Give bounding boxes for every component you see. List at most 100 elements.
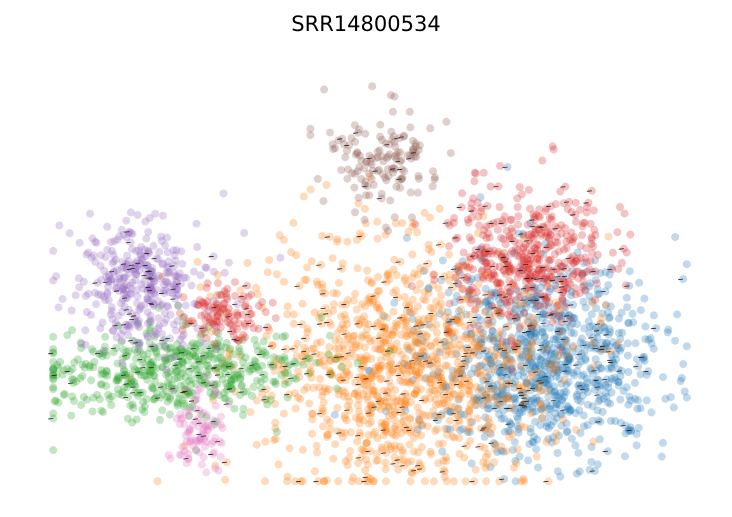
scatter-point-c2 [147, 367, 156, 376]
scatter-point-c2 [179, 402, 188, 411]
scatter-point-c1 [389, 431, 398, 439]
scatter-point-c1 [361, 376, 369, 385]
scatter-point-c1 [481, 452, 490, 461]
scatter-point-c1 [543, 279, 552, 288]
scatter-point-c2 [68, 375, 77, 383]
scatter-point-c0 [539, 278, 547, 287]
scatter-point-c5 [398, 173, 407, 182]
scatter-point-c1 [432, 328, 441, 337]
scatter-point-c7 [217, 290, 226, 299]
velocity-arrow [592, 348, 598, 350]
scatter-point-c2 [63, 331, 72, 340]
scatter-point-c1 [326, 356, 335, 365]
scatter-point-c3 [496, 161, 505, 170]
scatter-point-c3 [563, 205, 572, 214]
scatter-point-c0 [538, 309, 547, 318]
scatter-point-c5 [361, 181, 369, 190]
scatter-point-c1 [225, 346, 234, 355]
scatter-point-c4 [123, 293, 132, 302]
scatter-point-c1 [429, 314, 438, 323]
scatter-point-c3 [525, 275, 534, 284]
scatter-point-c1 [466, 418, 475, 427]
scatter-point-c0 [611, 417, 620, 425]
scatter-point-c1 [333, 235, 342, 244]
scatter-point-c1 [312, 441, 321, 450]
scatter-point-c0 [522, 347, 531, 356]
scatter-point-c0 [557, 379, 566, 388]
velocity-arrow [678, 278, 684, 280]
scatter-point-c0 [500, 427, 509, 436]
scatter-point-c1 [420, 374, 429, 383]
scatter-point-c0 [538, 414, 547, 423]
velocity-arrow [493, 186, 499, 188]
scatter-point-c0 [573, 320, 582, 329]
scatter-point-c1 [410, 390, 419, 399]
velocity-arrow [547, 314, 553, 316]
scatter-point-c1 [293, 393, 302, 402]
scatter-point-c0 [536, 355, 545, 364]
scatter-point-c2 [254, 346, 262, 355]
scatter-point-c2 [227, 381, 236, 390]
scatter-point-c1 [480, 399, 489, 408]
scatter-point-c0 [467, 369, 475, 378]
scatter-point-c3 [544, 255, 553, 264]
scatter-point-c1 [556, 328, 565, 337]
scatter-point-c1 [252, 283, 261, 292]
scatter-point-c1 [379, 386, 388, 395]
scatter-point-c0 [501, 350, 510, 359]
scatter-point-c2 [285, 360, 294, 369]
scatter-point-c1 [345, 454, 354, 463]
scatter-point-c4 [172, 276, 181, 285]
scatter-point-c1 [515, 381, 524, 390]
scatter-point-c1 [294, 367, 303, 376]
scatter-point-c3 [521, 240, 530, 249]
velocity-arrow [600, 291, 606, 293]
scatter-point-c1 [403, 377, 412, 386]
scatter-point-c0 [565, 405, 574, 414]
scatter-point-c4 [134, 316, 143, 325]
scatter-point-c3 [537, 229, 546, 238]
scatter-point-c1 [440, 398, 449, 407]
scatter-point-c0 [455, 306, 463, 315]
velocity-arrow [528, 299, 534, 301]
scatter-point-c0 [544, 380, 553, 389]
velocity-arrow [518, 392, 524, 394]
scatter-point-c1 [412, 429, 421, 438]
scatter-point-c7 [218, 304, 227, 313]
scatter-point-c1 [377, 374, 386, 383]
scatter-point-c4 [144, 296, 153, 304]
scatter-point-c2 [180, 380, 189, 389]
scatter-point-c4 [161, 241, 170, 250]
velocity-arrow [481, 350, 487, 352]
scatter-point-c1 [267, 391, 276, 400]
scatter-point-c0 [593, 460, 602, 469]
scatter-point-c4 [84, 248, 93, 257]
scatter-point-c1 [285, 444, 294, 453]
scatter-point-c0 [514, 428, 523, 437]
scatter-point-c1 [473, 343, 482, 352]
scatter-point-c2 [107, 401, 116, 410]
scatter-point-c0 [534, 463, 543, 472]
scatter-point-c1 [326, 321, 335, 330]
scatter-point-c1 [289, 310, 298, 319]
scatter-point-c3 [568, 259, 577, 268]
scatter-point-c1 [401, 324, 409, 333]
scatter-point-c3 [484, 229, 493, 238]
scatter-point-c2 [226, 381, 235, 390]
velocity-arrow [607, 361, 614, 364]
scatter-point-c1 [544, 360, 553, 369]
scatter-point-c7 [210, 320, 219, 329]
scatter-point-c1 [493, 401, 502, 410]
scatter-point-c5 [396, 183, 405, 192]
scatter-point-c0 [480, 432, 489, 441]
scatter-point-c3 [474, 321, 483, 330]
scatter-point-c0 [538, 370, 547, 379]
scatter-point-c1 [289, 218, 298, 227]
scatter-point-c2 [73, 355, 82, 364]
scatter-point-c3 [490, 272, 499, 280]
scatter-point-c1 [426, 447, 435, 456]
scatter-point-c3 [501, 240, 510, 249]
scatter-point-c2 [171, 362, 180, 370]
scatter-point-c1 [180, 441, 189, 450]
scatter-point-c1 [308, 415, 317, 424]
